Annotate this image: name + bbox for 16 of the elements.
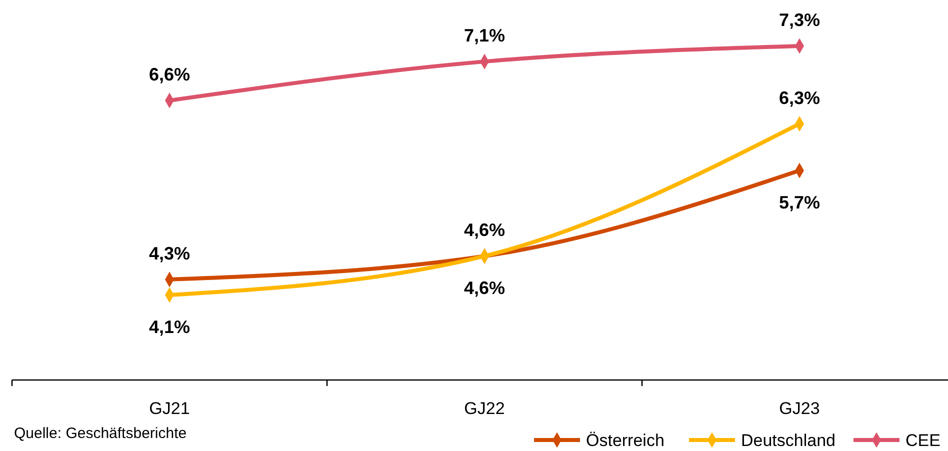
data-label: 7,3% — [778, 10, 820, 30]
data-label: 6,3% — [778, 88, 820, 108]
data-label: 4,6% — [464, 278, 506, 298]
legend-label: CEE — [906, 431, 940, 450]
data-label: 5,7% — [778, 192, 820, 212]
data-label: 7,1% — [464, 26, 506, 46]
legend-label: Österreich — [586, 431, 664, 450]
data-label: 6,6% — [148, 64, 190, 84]
x-tick-label: GJ23 — [779, 399, 820, 418]
x-tick-label: GJ21 — [149, 399, 190, 418]
legend-label: Deutschland — [741, 431, 836, 450]
x-tick-label: GJ22 — [464, 399, 505, 418]
data-label: 4,1% — [148, 317, 190, 337]
source-note: Quelle: Geschäftsberichte — [14, 425, 187, 442]
data-label: 4,3% — [148, 243, 190, 264]
data-label: 4,6% — [464, 220, 506, 240]
